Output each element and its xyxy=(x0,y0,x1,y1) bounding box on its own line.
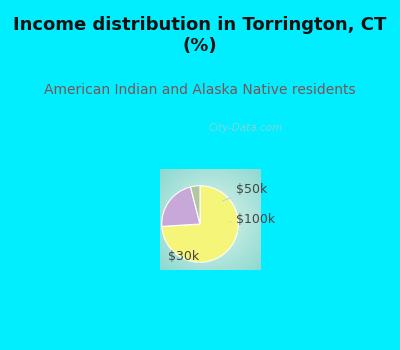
Text: $30k: $30k xyxy=(168,250,199,263)
Text: $100k: $100k xyxy=(230,214,276,226)
Wedge shape xyxy=(162,187,200,226)
Text: American Indian and Alaska Native residents: American Indian and Alaska Native reside… xyxy=(44,83,356,97)
Wedge shape xyxy=(162,186,238,262)
Text: City-Data.com: City-Data.com xyxy=(208,123,282,133)
Text: $50k: $50k xyxy=(223,183,268,201)
Wedge shape xyxy=(190,186,200,224)
Text: Income distribution in Torrington, CT
(%): Income distribution in Torrington, CT (%… xyxy=(13,16,387,55)
